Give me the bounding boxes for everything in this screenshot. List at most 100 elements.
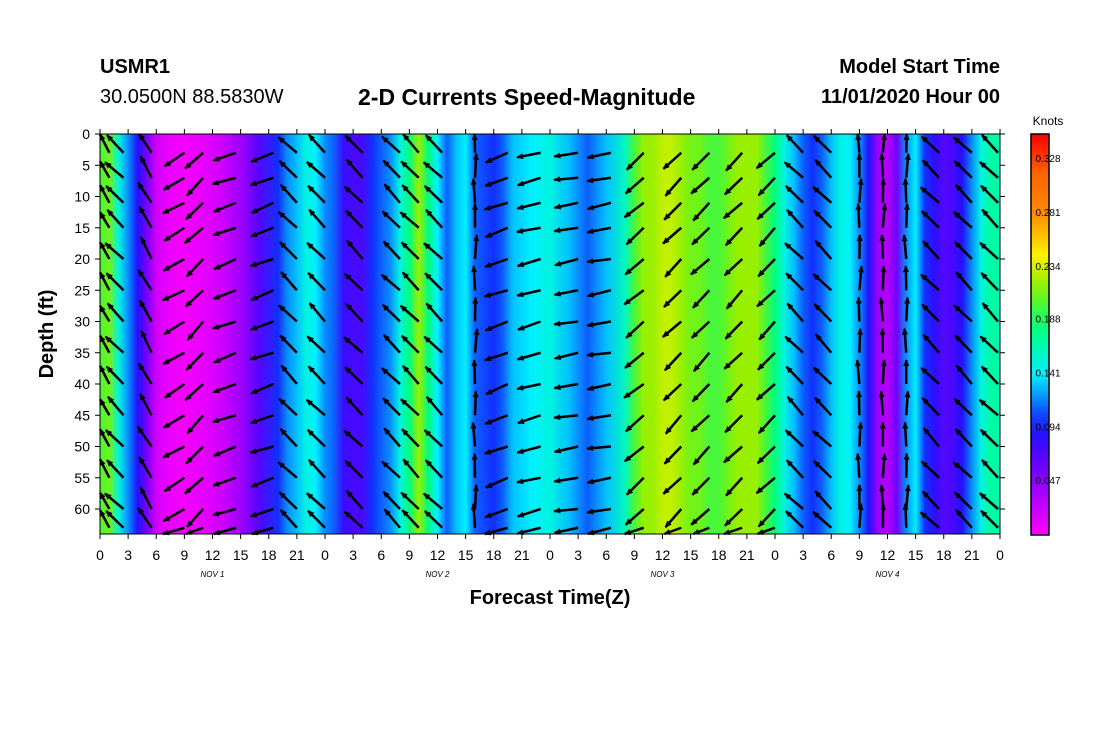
current-vector-arrow	[664, 176, 683, 197]
current-vector-arrow	[553, 151, 579, 159]
current-vector-arrow	[399, 304, 420, 323]
current-vector-arrow	[425, 396, 444, 417]
current-vector-arrow	[249, 445, 274, 455]
x-tick-label: 21	[289, 547, 305, 563]
current-vector-arrow	[725, 289, 744, 310]
current-vector-arrow	[277, 211, 298, 229]
current-vector-arrow	[756, 383, 776, 401]
current-vector-arrow	[586, 526, 612, 536]
current-vector-arrow	[105, 185, 125, 204]
x-tick-label: 0	[771, 547, 779, 563]
current-vector-arrow	[904, 296, 911, 322]
current-vector-arrow	[400, 491, 420, 510]
current-vector-arrow	[516, 382, 541, 391]
current-vector-arrow	[484, 226, 509, 239]
current-vector-arrow	[184, 289, 204, 308]
current-vector-arrow	[725, 476, 744, 497]
current-vector-arrow	[952, 211, 973, 229]
current-vector-arrow	[553, 507, 579, 514]
current-vector-arrow	[878, 390, 885, 416]
x-tick-label: 21	[964, 547, 980, 563]
current-vector-arrow	[922, 427, 941, 448]
current-vector-arrow	[308, 459, 326, 479]
current-vector-arrow	[104, 161, 125, 179]
current-vector-arrow	[553, 320, 579, 327]
y-tick-label: 0	[82, 126, 90, 142]
current-vector-arrow	[402, 133, 420, 154]
current-vector-arrow	[184, 151, 204, 170]
current-vector-arrow	[954, 184, 973, 204]
station-id: USMR1	[100, 56, 171, 78]
day-label: NOV 1	[200, 570, 224, 579]
current-vector-arrow	[383, 334, 401, 354]
current-vector-arrow	[855, 452, 862, 478]
current-vector-arrow	[472, 390, 479, 416]
x-tick-label: 3	[799, 547, 807, 563]
current-vector-arrow	[344, 134, 364, 154]
current-vector-arrow	[516, 414, 542, 425]
current-vector-arrow	[343, 185, 364, 204]
current-vector-arrow	[483, 289, 509, 298]
current-vector-arrow	[663, 526, 682, 536]
current-vector-arrow	[623, 382, 645, 399]
current-vector-arrow	[758, 226, 776, 247]
current-vector-arrow	[249, 351, 274, 361]
current-vector-arrow	[692, 526, 710, 536]
current-vector-arrow	[401, 428, 420, 448]
current-vector-arrow	[184, 476, 204, 495]
current-vector-arrow	[424, 134, 444, 154]
current-vector-arrow	[855, 202, 862, 228]
current-vector-arrow	[758, 320, 776, 341]
current-vector-arrow	[783, 492, 804, 510]
current-vector-arrow	[212, 151, 237, 162]
y-tick-label: 45	[74, 407, 90, 423]
current-vector-arrow	[183, 226, 204, 245]
current-vector-arrow	[185, 445, 205, 465]
current-vector-arrow	[553, 257, 579, 267]
current-vector-arrow	[922, 240, 940, 260]
current-vector-arrow	[381, 135, 401, 154]
current-vector-arrow	[785, 134, 805, 154]
current-vector-arrow	[516, 151, 541, 160]
y-tick-label: 40	[74, 376, 90, 392]
x-tick-label: 15	[683, 547, 699, 563]
current-vector-arrow	[586, 257, 612, 265]
current-vector-arrow	[920, 210, 940, 229]
current-vector-arrow	[586, 445, 612, 452]
current-vector-arrow	[553, 445, 579, 454]
current-vector-arrow	[280, 271, 298, 292]
y-tick-label: 5	[82, 157, 90, 173]
current-vector-arrow	[855, 133, 862, 153]
current-vector-arrow	[400, 160, 420, 179]
current-vector-arrow	[163, 226, 186, 242]
current-vector-arrow	[98, 509, 111, 529]
current-vector-arrow	[854, 359, 861, 385]
current-vector-arrow	[161, 526, 185, 536]
current-vector-arrow	[137, 362, 153, 385]
current-vector-arrow	[919, 186, 940, 204]
current-vector-arrow	[250, 226, 274, 238]
current-vector-arrow	[756, 445, 776, 465]
current-vector-arrow	[879, 234, 886, 260]
current-vector-arrow	[784, 429, 804, 448]
y-axis-label: Depth (ft)	[36, 290, 58, 379]
current-vector-arrow	[98, 241, 111, 260]
current-vector-arrow	[980, 184, 999, 204]
x-tick-label: 3	[349, 547, 357, 563]
current-vector-arrow	[162, 176, 186, 191]
current-vector-arrow	[212, 476, 237, 487]
current-vector-arrow	[383, 183, 401, 204]
current-vector-arrow	[381, 210, 401, 229]
current-vector-arrow	[306, 242, 326, 260]
current-vector-arrow	[784, 185, 804, 204]
current-vector-arrow	[952, 136, 973, 154]
current-vector-arrow	[586, 507, 612, 515]
current-vector-arrow	[382, 490, 401, 510]
current-vector-arrow	[473, 234, 480, 260]
colorbar-ticks: 0.328 0.281 0.234 0.188 0.141 0.094 0.047	[1035, 154, 1060, 487]
current-vector-arrow	[625, 320, 645, 339]
current-vector-arrow	[784, 242, 804, 260]
current-vector-arrow	[98, 184, 111, 204]
current-vector-arrow	[308, 208, 326, 229]
current-vector-arrow	[98, 458, 111, 479]
